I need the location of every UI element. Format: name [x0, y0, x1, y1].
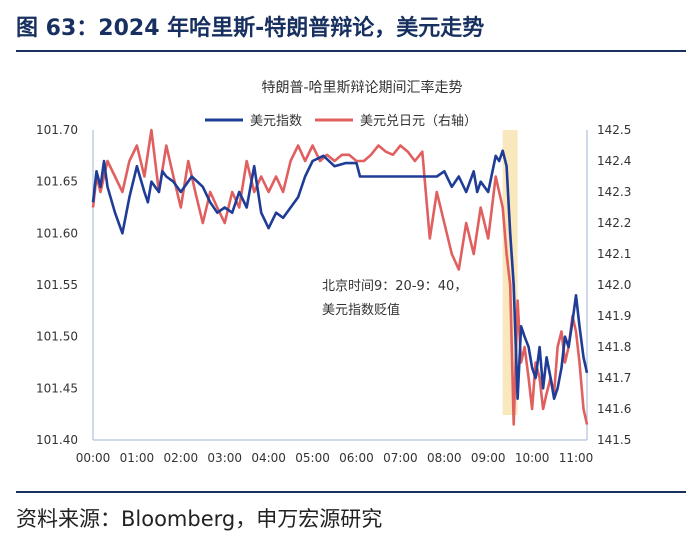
- legend: 美元指数 美元兑日元（右轴）: [205, 114, 477, 129]
- annotation: 北京时间9：20-9：40， 美元指数贬值: [322, 279, 467, 318]
- x-tick-label: 07:00: [383, 451, 418, 465]
- annotation-line-2: 美元指数贬值: [322, 302, 400, 318]
- x-tick-label: 03:00: [207, 451, 242, 465]
- series-line-dxy: [91, 149, 589, 400]
- annotation-line-1: 北京时间9：20-9：40，: [322, 279, 467, 294]
- x-tick-label: 10:00: [515, 451, 550, 465]
- chart-title: 特朗普-哈里斯辩论期间汇率走势: [261, 79, 462, 96]
- y-left-tick-label: 101.45: [36, 381, 78, 395]
- y-right-tick-label: 142.2: [597, 216, 631, 230]
- y-left-tick-label: 101.55: [36, 278, 78, 292]
- right-tick-labels: 142.5 142.4 142.3 142.2 142.1 142.0 141.9 141.8…: [597, 123, 631, 447]
- y-left-tick-label: 101.40: [36, 433, 78, 447]
- x-tick-label: 08:00: [427, 451, 462, 465]
- y-left-tick-label: 101.60: [36, 226, 78, 240]
- x-tick-label: 06:00: [339, 451, 374, 465]
- x-tick-label: 04:00: [251, 451, 286, 465]
- y-right-tick-label: 141.8: [597, 340, 631, 354]
- x-tick-label: 02:00: [164, 451, 199, 465]
- y-right-tick-label: 141.9: [597, 309, 631, 323]
- y-right-tick-label: 142.3: [597, 185, 631, 199]
- left-tick-labels: 101.70 101.65 101.60 101.55 101.50 101.45 101.…: [36, 123, 78, 447]
- legend-label-usdjpy: 美元兑日元（右轴）: [360, 114, 477, 129]
- legend-label-dxy: 美元指数: [250, 114, 302, 129]
- figure-title: 图 63：2024 年哈里斯-特朗普辩论，美元走势: [16, 16, 485, 41]
- highlight-band: [502, 130, 518, 415]
- y-right-tick-label: 141.7: [597, 371, 631, 385]
- source-note: 资料来源：Bloomberg，申万宏源研究: [16, 507, 383, 531]
- y-left-tick-label: 101.65: [36, 175, 78, 189]
- x-tick-label: 00:00: [76, 451, 111, 465]
- y-right-tick-label: 141.6: [597, 402, 631, 416]
- x-tick-label: 09:00: [471, 451, 506, 465]
- source-rule: [16, 491, 686, 493]
- x-tick-labels: 00:00 01:00 02:00 03:00 04:00 05:00 06:00 07:00…: [76, 451, 594, 465]
- x-tick-label: 11:00: [559, 451, 594, 465]
- title-rule: [16, 50, 686, 52]
- x-tick-label: 05:00: [295, 451, 330, 465]
- y-left-tick-label: 101.50: [36, 330, 78, 344]
- y-left-tick-label: 101.70: [36, 123, 78, 137]
- y-right-tick-label: 142.4: [597, 154, 631, 168]
- y-right-tick-label: 141.5: [597, 433, 631, 447]
- y-right-tick-label: 142.1: [597, 247, 631, 261]
- y-right-tick-label: 142.5: [597, 123, 631, 137]
- x-tick-label: 01:00: [120, 451, 155, 465]
- y-right-tick-label: 142.0: [597, 278, 631, 292]
